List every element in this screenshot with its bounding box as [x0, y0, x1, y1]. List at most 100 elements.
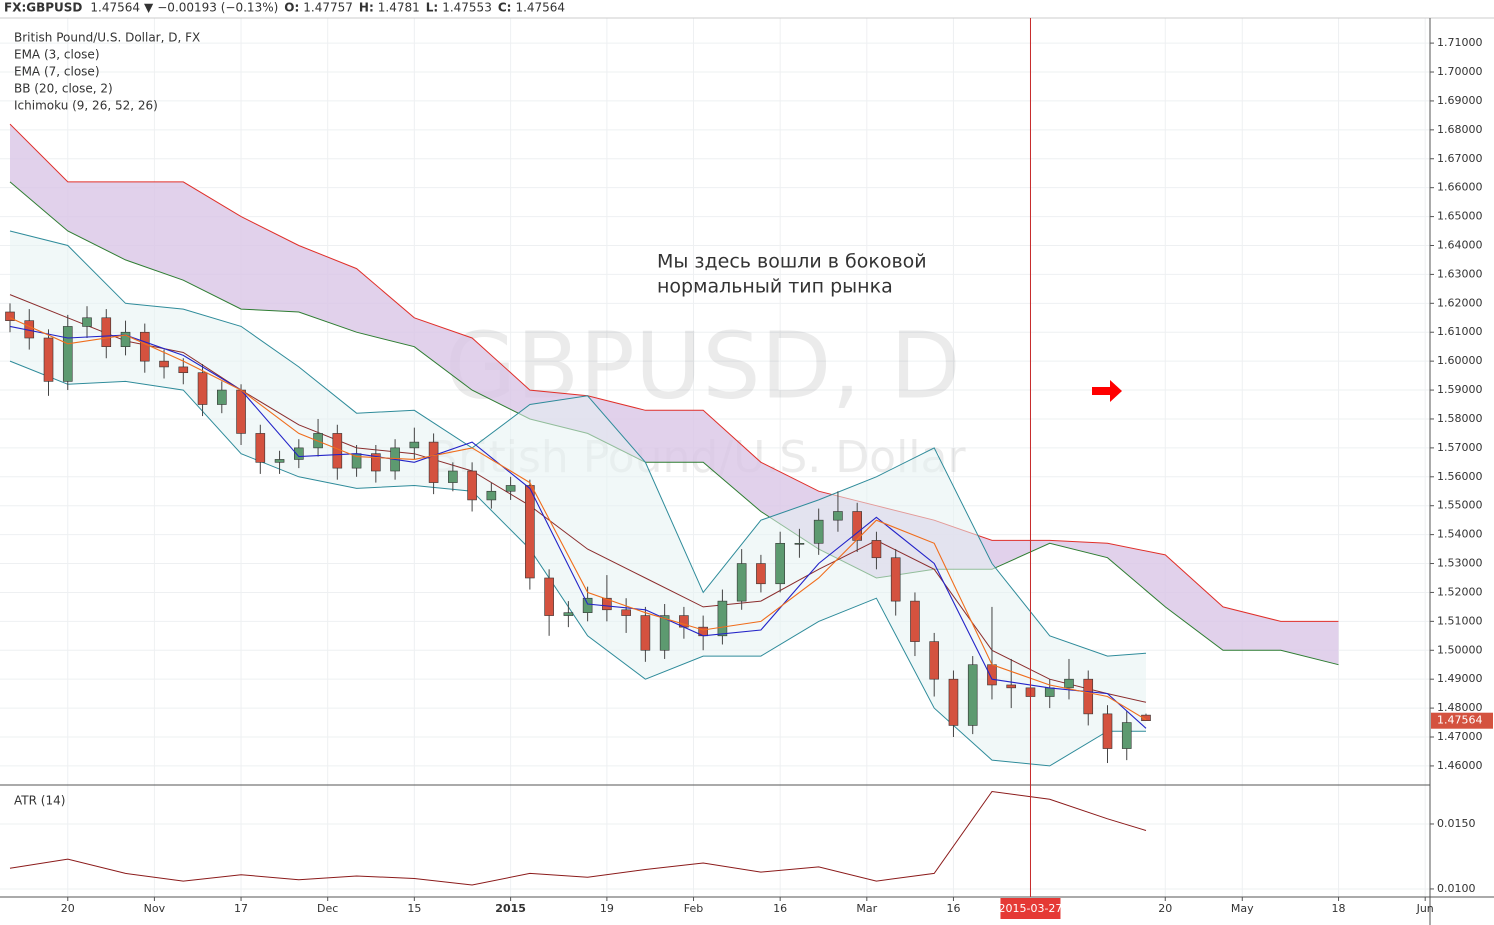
crosshair-label: 2015-03-27 [999, 902, 1063, 915]
candle-body [910, 600, 920, 642]
legend-entry: BB (20, close, 2) [14, 82, 113, 96]
y-tick-label: 1.53000 [1437, 557, 1483, 570]
legend-entry: EMA (3, close) [14, 48, 100, 62]
y-tick-label: 1.70000 [1437, 65, 1483, 78]
y-tick-label: 1.56000 [1437, 470, 1483, 483]
x-tick-label: 20 [61, 902, 75, 915]
symbol: FX:GBPUSD [4, 1, 82, 15]
y-tick-label: 1.58000 [1437, 412, 1483, 425]
legend-entry: EMA (7, close) [14, 65, 100, 79]
candle-body [736, 563, 747, 602]
candle-body [5, 311, 15, 321]
crosshair-label-box [1000, 898, 1061, 919]
y-tick-label: 1.71000 [1437, 36, 1483, 49]
y-tick-label: 1.55000 [1437, 499, 1483, 512]
y-tick-label: 1.46000 [1437, 759, 1483, 772]
candle-body [833, 511, 843, 521]
candle-body [852, 511, 862, 541]
y-tick-label: 1.54000 [1437, 528, 1483, 541]
candle-body [178, 366, 189, 374]
header-value: L: [426, 1, 438, 15]
x-tick-label: 20 [1158, 902, 1172, 915]
y-tick-label: 1.69000 [1437, 94, 1483, 107]
candle-body [1102, 713, 1113, 749]
header: FX:GBPUSD 1.47564 ▼ −0.00193 (−0.13%) O: 1.4… [4, 1, 565, 15]
atr-title: ATR (14) [14, 794, 65, 808]
ichimoku-cloud [10, 124, 1339, 665]
ema-line [9, 317, 1147, 721]
y-tick-label: 1.51000 [1437, 614, 1483, 627]
candle-body [794, 542, 805, 545]
bb-fill [10, 231, 1146, 766]
y-tick-label: 1.63000 [1437, 267, 1483, 280]
annotation: нормальный тип рынка [657, 276, 893, 298]
candle-body [448, 470, 458, 483]
legend-entry: Ichimoku (9, 26, 52, 26) [14, 99, 158, 113]
candle-body [409, 441, 420, 449]
candle-body [43, 337, 54, 382]
header-value: H: [359, 1, 374, 15]
candle-body [621, 609, 631, 616]
candle-body [602, 597, 612, 611]
y-tick-label: 1.60000 [1437, 354, 1483, 367]
candle-body [486, 490, 497, 501]
header-value: O: [284, 1, 299, 15]
bb-upper [9, 230, 1147, 657]
candle-body [544, 577, 554, 616]
price-tag-label: 1.47564 [1437, 714, 1483, 727]
x-tick-label: Feb [684, 902, 703, 915]
candle-body [197, 372, 208, 405]
y-tick-label: 1.52000 [1437, 585, 1483, 598]
candle-body [274, 459, 285, 463]
candle-body [659, 615, 670, 651]
y-tick-label: 0.0150 [1437, 817, 1476, 830]
candle-body [756, 563, 766, 585]
candle-body [428, 441, 439, 483]
price-tag [1431, 712, 1493, 729]
x-tick-label: Nov [144, 902, 166, 915]
header-value: −0.00193 (−0.13%) [157, 1, 278, 15]
candle-body [582, 597, 593, 613]
header-value: 1.47757 [303, 1, 353, 15]
candle-body [1044, 687, 1055, 697]
y-tick-label: 1.49000 [1437, 672, 1483, 685]
y-tick-label: 1.66000 [1437, 181, 1483, 194]
header-value: 1.4781 [378, 1, 420, 15]
y-tick-label: 1.57000 [1437, 441, 1483, 454]
y-tick-label: 1.68000 [1437, 123, 1483, 136]
ema-line [9, 325, 1147, 729]
header-value: C: [498, 1, 512, 15]
candle-body [1121, 722, 1132, 749]
candle-body [332, 433, 343, 469]
x-tick-label: 19 [600, 902, 614, 915]
candle-body [563, 612, 574, 616]
candle-body [1006, 684, 1017, 689]
y-tick-label: 1.48000 [1437, 701, 1483, 714]
y-tick-label: 0.0100 [1437, 882, 1476, 895]
candle-body [255, 433, 266, 463]
candle-body [525, 485, 535, 579]
candle-body [890, 557, 901, 602]
candle-body [505, 485, 516, 492]
candle-body [1083, 678, 1094, 715]
candle-body [1064, 678, 1074, 689]
arrow-icon [1092, 380, 1122, 402]
annotation: Мы здесь вошли в боковой [657, 251, 927, 273]
x-tick-label: 2015 [495, 902, 526, 915]
header-value: 1.47553 [442, 1, 492, 15]
plot [5, 123, 1339, 886]
y-tick-label: 1.59000 [1437, 383, 1483, 396]
x-tick-label: 16 [946, 902, 960, 915]
candle-body [294, 447, 304, 460]
header-value: 1.47564 [515, 1, 565, 15]
candle-body [640, 615, 651, 651]
x-tick-label: May [1231, 902, 1254, 915]
ichimoku-span-b [9, 181, 1339, 666]
candle-body [159, 360, 169, 368]
candle-body [987, 664, 997, 686]
candle-body [139, 331, 150, 362]
x-tick-label: 17 [234, 902, 248, 915]
x-tick-label: 16 [773, 902, 787, 915]
x-tick-label: Jun [1416, 902, 1434, 915]
